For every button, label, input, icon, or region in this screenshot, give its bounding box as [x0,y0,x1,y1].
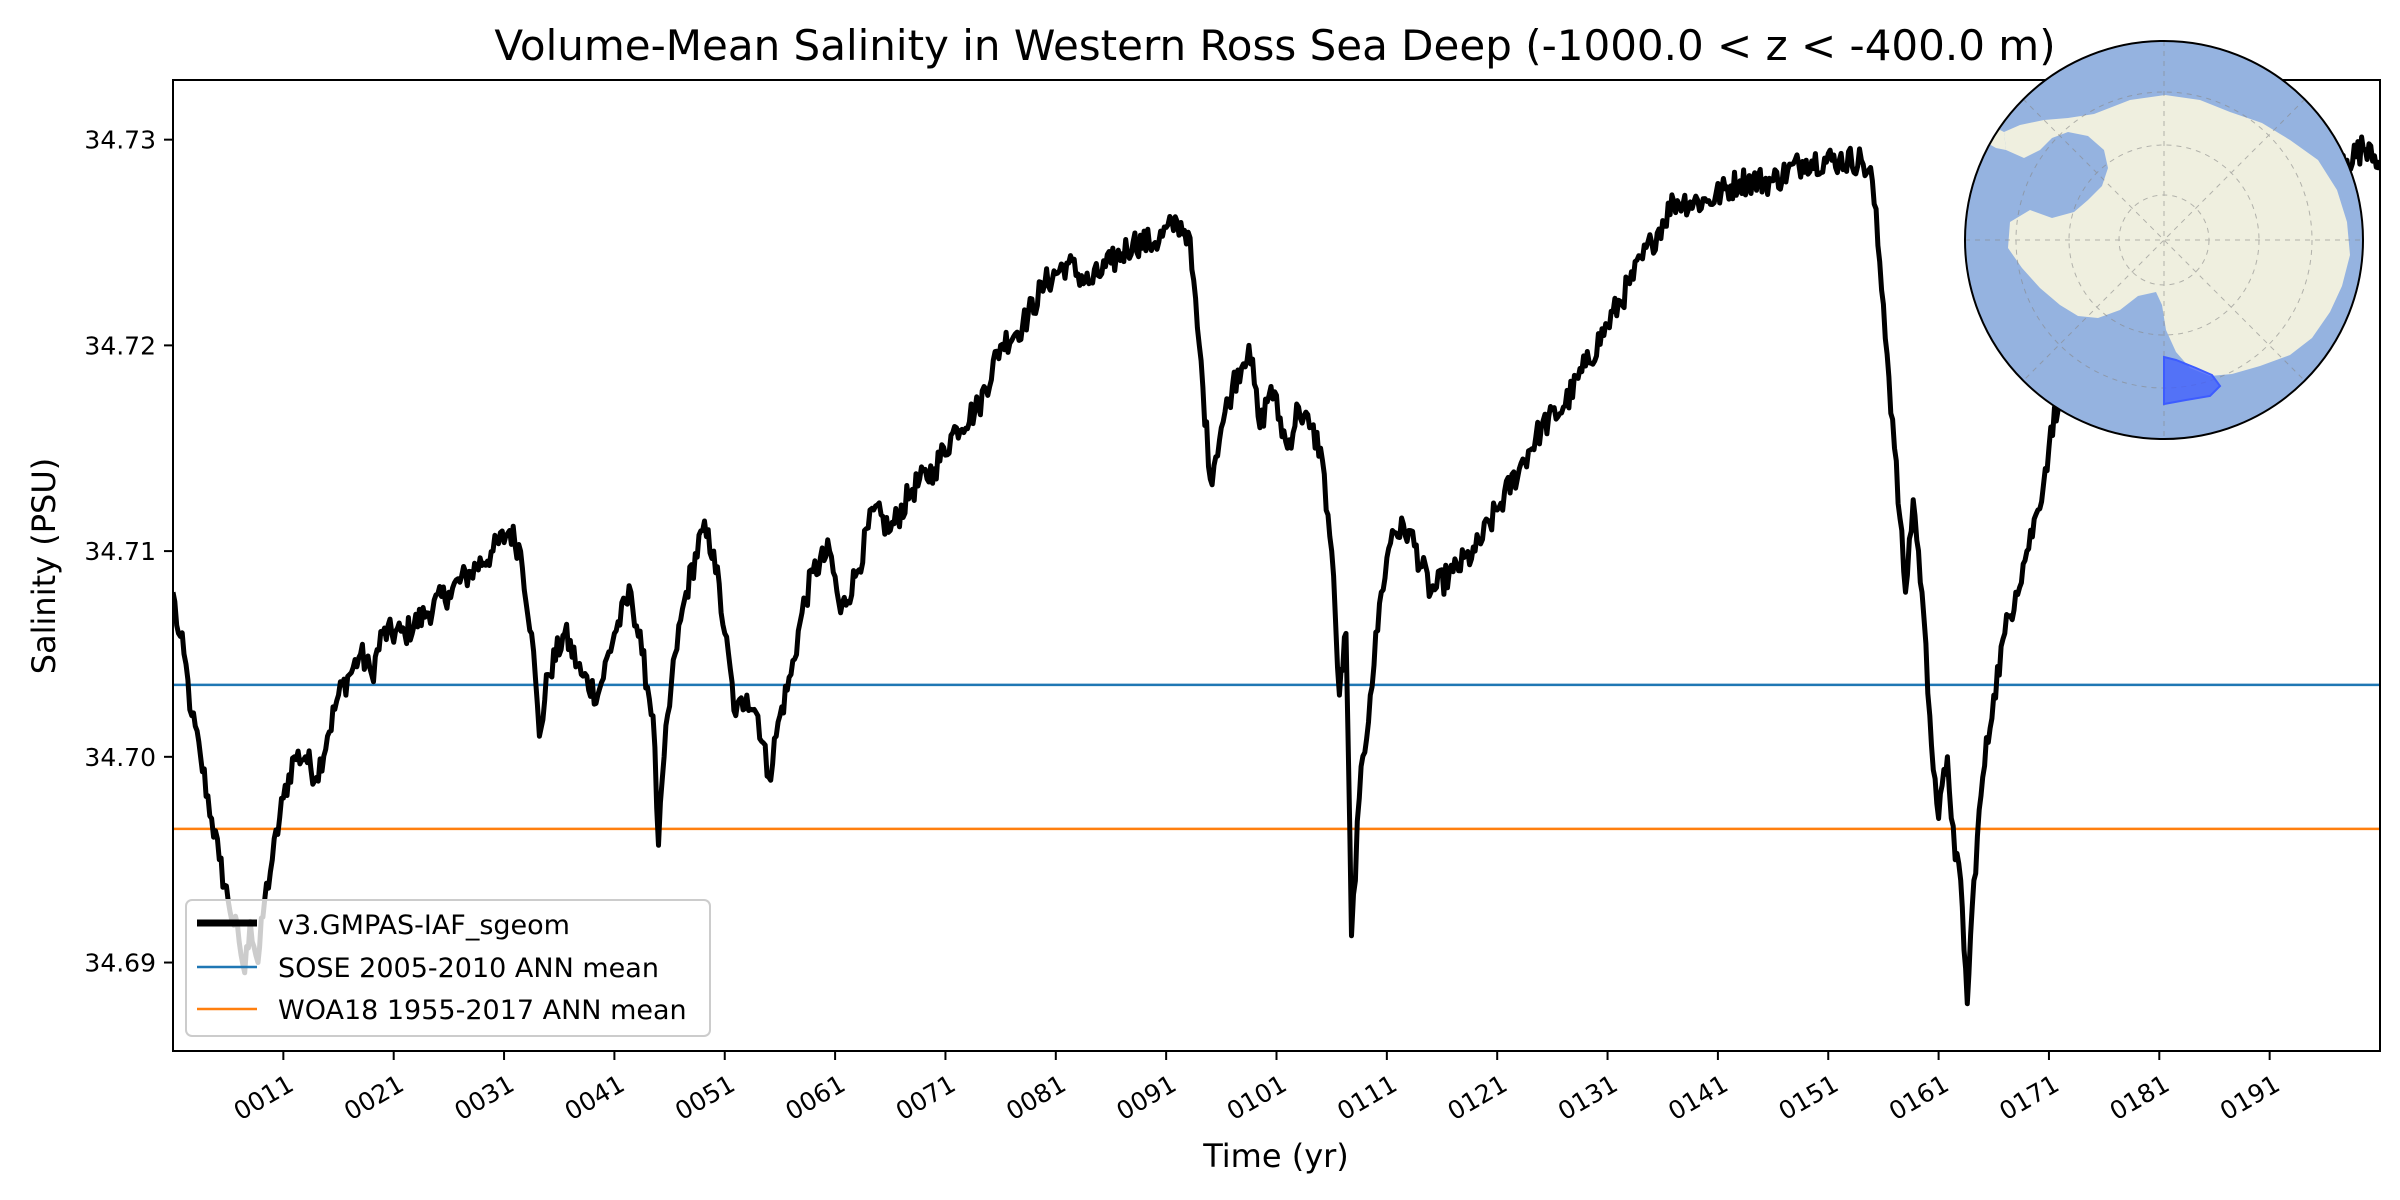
inset-border [1964,40,2364,440]
chart-title: Volume-Mean Salinity in Western Ross Sea… [494,21,2055,70]
y-tick-label: 34.70 [84,743,156,772]
x-tick-label: 0181 [2105,1069,2175,1126]
x-tick-label: 0091 [1112,1069,1182,1126]
legend-label-model: v3.GMPAS-IAF_sgeom [278,910,570,941]
x-tick-label: 0171 [1994,1069,2064,1126]
x-axis-label: Time (yr) [1202,1137,1349,1175]
x-tick-label: 0131 [1553,1069,1623,1126]
x-tick-label: 0041 [560,1069,630,1126]
x-tick-label: 0051 [670,1069,740,1126]
y-tick-label: 34.72 [84,331,156,360]
x-tick-label: 0161 [1884,1069,1954,1126]
legend-label-sose: SOSE 2005-2010 ANN mean [278,953,659,984]
model-salinity-line [173,134,2380,1007]
x-tick-label: 0151 [1774,1069,1844,1126]
western-ross-sea-region [2163,355,2222,406]
x-tick-label: 0021 [339,1069,409,1126]
y-axis-label: Salinity (PSU) [25,458,63,675]
legend-label-woa: WOA18 1955-2017 ANN mean [278,995,687,1026]
antarctica-inset-map [1964,40,2364,440]
x-tick-label: 0011 [229,1069,299,1126]
x-tick-label: 0121 [1443,1069,1513,1126]
x-tick-label: 0081 [1001,1069,1071,1126]
y-tick-label: 34.69 [84,949,156,978]
y-tick-label: 34.73 [84,126,156,155]
x-tick-label: 0141 [1663,1069,1733,1126]
legend: v3.GMPAS-IAF_sgeom SOSE 2005-2010 ANN me… [185,899,711,1037]
legend-box [185,899,711,1037]
x-tick-label: 0191 [2215,1069,2285,1126]
x-tick-label: 0071 [891,1069,961,1126]
antarctica-landmass [2004,95,2350,376]
x-tick-label: 0111 [1332,1069,1402,1126]
x-tick-label: 0031 [449,1069,519,1126]
y-tick-label: 34.71 [84,537,156,566]
x-tick-label: 0101 [1222,1069,1292,1126]
x-tick-label: 0061 [780,1069,850,1126]
